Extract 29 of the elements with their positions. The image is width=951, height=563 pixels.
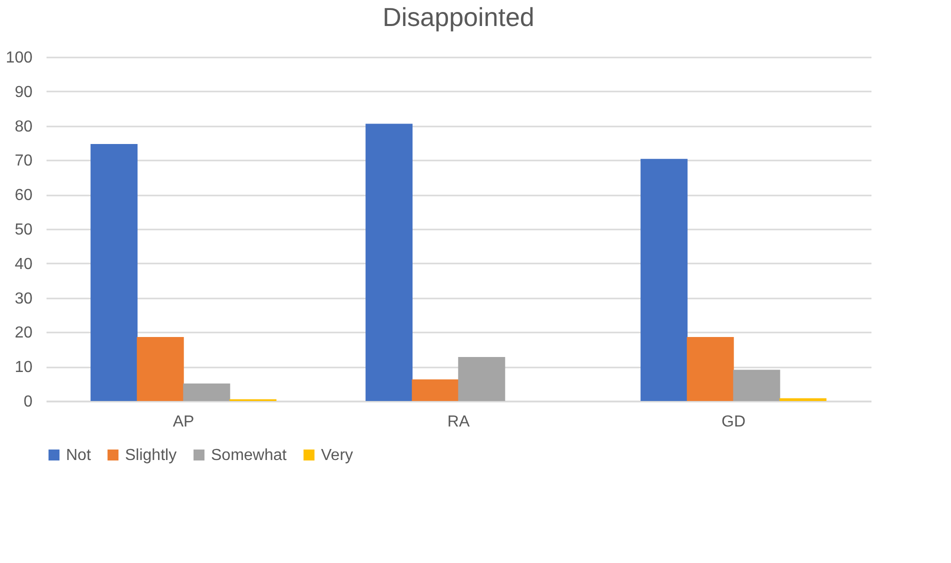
y-tick-label: 10 [14,359,33,376]
legend-label: Slightly [125,447,177,464]
y-tick-label: 90 [14,84,33,101]
bar [136,337,184,401]
y-tick-label: 40 [14,256,33,273]
legend-label: Somewhat [211,447,288,464]
y-tick-label: 20 [14,324,33,342]
y-tick-label: 0 [24,394,33,410]
bar [640,158,688,401]
bar [90,144,138,401]
bar [183,383,230,401]
bar [779,398,826,401]
y-tick-label: 50 [14,222,33,238]
bar [733,370,780,401]
legend-label: Very [321,447,354,464]
bar [366,124,413,401]
bar [686,337,734,401]
bar [458,356,506,401]
legend-label: Not [66,447,92,464]
bar [412,379,459,401]
y-tick-label: 60 [14,187,33,204]
y-tick-label: 70 [14,152,33,170]
x-tick-label: RA [447,414,470,430]
x-tick-label: AP [172,414,194,430]
y-tick-label: 80 [14,118,33,136]
x-tick-label: GD [722,414,746,430]
y-tick-label: 100 [6,50,33,66]
chart-title: Disappointed [382,2,534,32]
y-tick-label: 30 [14,290,33,308]
